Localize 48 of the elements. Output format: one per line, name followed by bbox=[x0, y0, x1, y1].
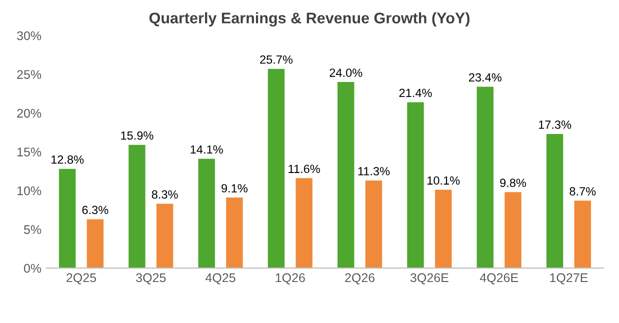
bar bbox=[128, 144, 146, 268]
y-tick-label: 20% bbox=[17, 108, 42, 118]
x-tick-label: 3Q26E bbox=[410, 273, 448, 284]
bar bbox=[156, 204, 174, 268]
data-label: 11.3% bbox=[358, 167, 390, 176]
x-tick-label: 2Q25 bbox=[66, 273, 96, 284]
bar bbox=[546, 134, 564, 268]
bar bbox=[365, 180, 382, 268]
bar bbox=[226, 198, 243, 268]
data-label: 6.3% bbox=[82, 206, 108, 214]
data-label: 17.3% bbox=[538, 120, 572, 129]
y-tick-label: 25% bbox=[17, 70, 42, 79]
x-tick-label: 4Q25 bbox=[206, 273, 236, 284]
x-tick-label: 2Q26 bbox=[345, 273, 375, 284]
data-label: 23.4% bbox=[469, 73, 502, 82]
bar bbox=[435, 190, 452, 268]
bar bbox=[338, 82, 354, 268]
data-label: 11.6% bbox=[288, 164, 320, 174]
data-label: 12.8% bbox=[51, 155, 84, 164]
x-tick-label: 1Q26 bbox=[276, 273, 305, 284]
bar bbox=[504, 192, 522, 268]
bar bbox=[574, 200, 591, 268]
chart-title: Quarterly Earnings & Revenue Growth (YoY) bbox=[149, 12, 470, 27]
data-label: 21.4% bbox=[399, 88, 432, 98]
data-label: 10.1% bbox=[428, 176, 460, 185]
x-tick-label: 3Q25 bbox=[136, 273, 166, 284]
x-tick-label: 4Q26E bbox=[480, 273, 518, 284]
bar bbox=[268, 68, 285, 268]
data-label: 8.7% bbox=[570, 187, 596, 196]
data-label: 9.8% bbox=[500, 178, 526, 188]
y-tick-label: 5% bbox=[24, 225, 42, 234]
bar bbox=[296, 178, 312, 268]
y-tick-label: 0% bbox=[24, 264, 42, 273]
bar bbox=[58, 168, 76, 268]
bar bbox=[407, 102, 424, 268]
bar bbox=[86, 219, 104, 268]
bar bbox=[476, 86, 494, 268]
data-label: 25.7% bbox=[260, 55, 293, 64]
data-label: 24.0% bbox=[330, 68, 362, 77]
bar bbox=[198, 158, 215, 268]
data-label: 8.3% bbox=[152, 190, 178, 199]
x-tick-label: 1Q27E bbox=[550, 273, 588, 284]
data-label: 15.9% bbox=[121, 131, 154, 140]
data-label: 9.1% bbox=[222, 184, 248, 192]
y-tick-label: 10% bbox=[18, 186, 42, 196]
y-tick-label: 30% bbox=[17, 31, 42, 40]
data-label: 14.1% bbox=[190, 145, 223, 154]
y-tick-label: 15% bbox=[18, 148, 42, 156]
